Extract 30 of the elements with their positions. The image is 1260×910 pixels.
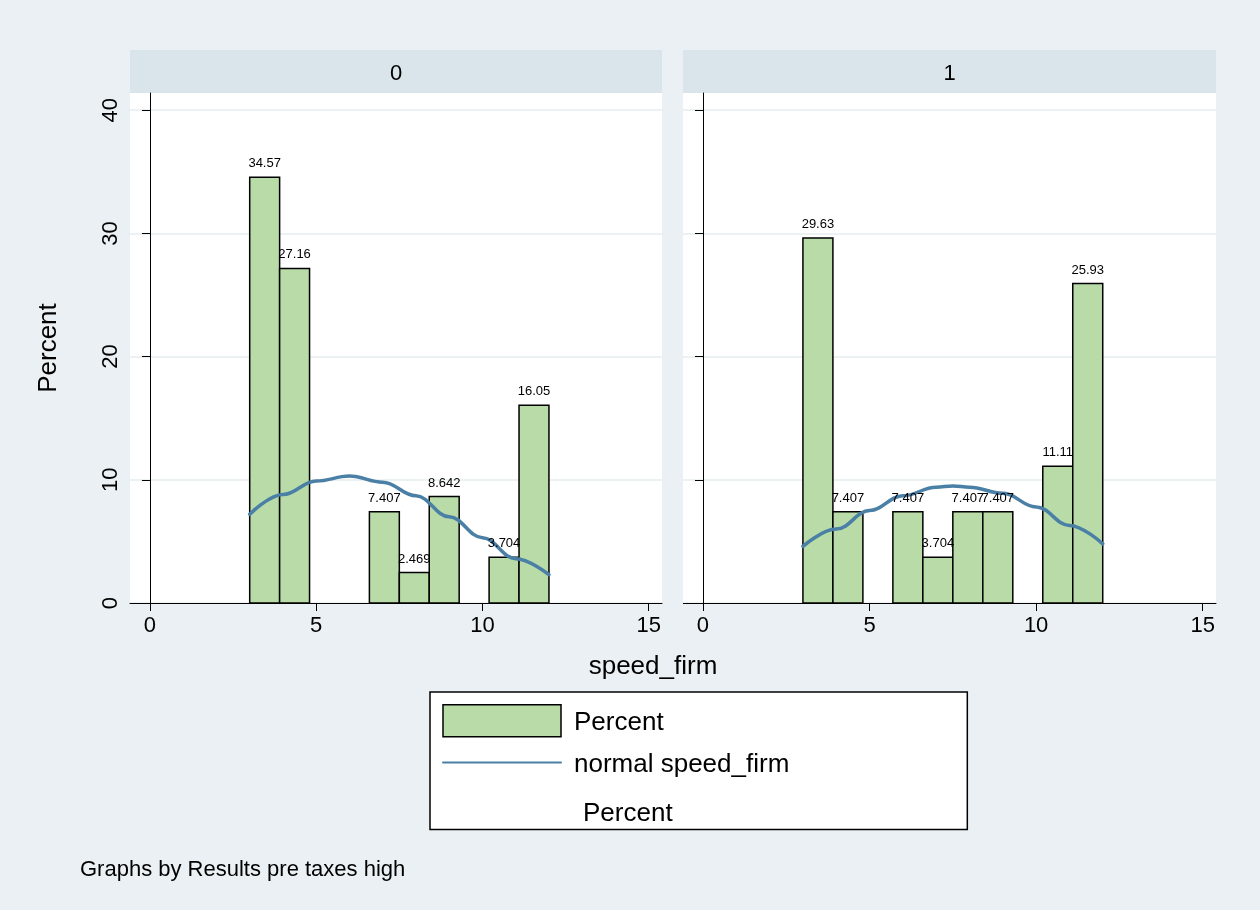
y-tick-label: 20 bbox=[96, 344, 122, 369]
x-tick-label: 10 bbox=[1023, 611, 1049, 637]
data-label: 25.93 bbox=[1071, 261, 1105, 277]
data-label: 27.16 bbox=[278, 246, 311, 262]
y-tick-label: 10 bbox=[96, 467, 122, 493]
x-tick-label: 5 bbox=[310, 611, 323, 637]
x-tick-label: 15 bbox=[1190, 611, 1215, 637]
chart-title: 0 bbox=[389, 59, 403, 85]
y-axis-title: Percent bbox=[32, 302, 62, 393]
data-label: 11.11 bbox=[1042, 444, 1074, 460]
data-label: 29.63 bbox=[801, 215, 835, 231]
x-tick-label: 15 bbox=[636, 611, 661, 637]
y-tick-label: 40 bbox=[96, 98, 122, 123]
x-tick-label: 0 bbox=[143, 611, 157, 637]
data-label: 34.57 bbox=[248, 155, 281, 171]
data-label: 16.05 bbox=[517, 383, 551, 399]
y-tick-label: 0 bbox=[96, 596, 122, 610]
legend-label: Percent bbox=[574, 705, 665, 736]
x-tick-label: 10 bbox=[470, 611, 495, 637]
legend-label: normal speed_firm bbox=[574, 747, 790, 778]
text: Graphs by Results pre taxes high bbox=[80, 855, 406, 881]
x-tick-label: 0 bbox=[696, 611, 710, 637]
line-series bbox=[247, 474, 551, 577]
y-tick-label: 30 bbox=[96, 221, 122, 246]
data-label: 8.642 bbox=[427, 474, 461, 490]
text: Percent bbox=[583, 797, 674, 827]
x-tick-label: 5 bbox=[863, 611, 876, 637]
x-axis-title: speed_firm bbox=[588, 650, 718, 680]
chart-title: 1 bbox=[943, 59, 956, 85]
data-label: 7.407 bbox=[368, 489, 401, 505]
